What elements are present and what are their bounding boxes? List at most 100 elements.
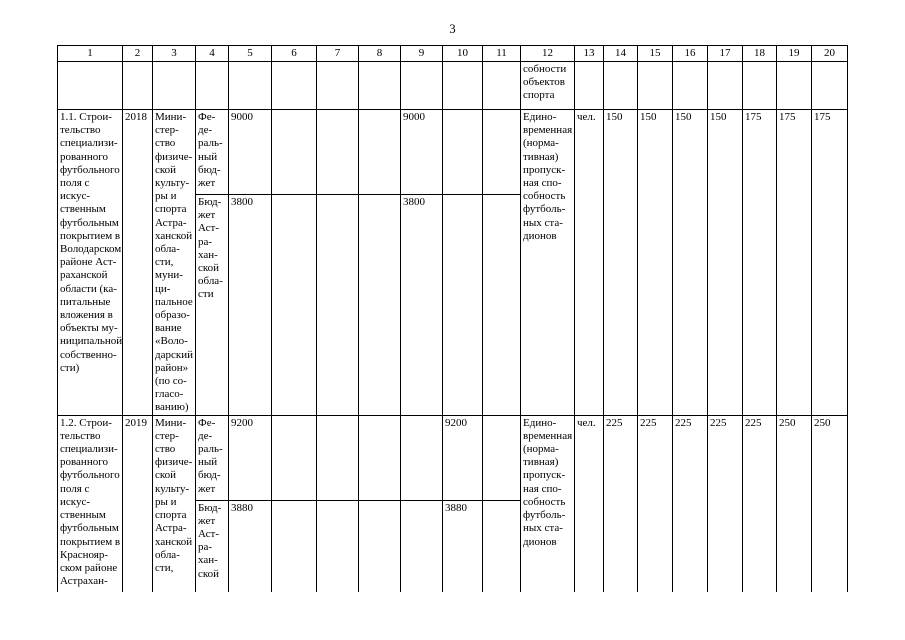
cell-col5-amount-top: 9200	[229, 416, 271, 501]
cell-col8	[358, 414, 401, 592]
program-table: 1 2 3 4 5 6 7 8 9 10 11 12 13 14 15 16 1…	[57, 45, 848, 592]
cell-col9-amount-bottom: 3800	[403, 196, 425, 208]
cell-col9	[400, 414, 443, 592]
cell-col11-top	[483, 110, 520, 195]
carryover-col17	[707, 61, 743, 110]
col-header-1: 1	[57, 45, 123, 62]
carryover-col3	[152, 61, 196, 110]
col-header-14: 14	[603, 45, 638, 62]
cell-col7-top	[317, 416, 358, 501]
cell-col5-amount-top: 9000	[229, 110, 271, 195]
cell-budget-source-regional: Бюд- жет Аст- ра- хан- ской обла- сти	[198, 196, 223, 301]
cell-col10-amount-top: 9200	[443, 416, 482, 501]
cell-year: 2018	[122, 109, 153, 416]
col-header-15: 15	[637, 45, 673, 62]
cell-col6	[271, 414, 317, 592]
cell-indicator: Едино- временная (норма- тивная) пропуск…	[520, 414, 575, 592]
cell-value-19: 250	[776, 414, 812, 592]
carryover-indicator: собности объектов спорта	[520, 61, 575, 110]
col-header-8: 8	[358, 45, 401, 62]
cell-col5-amount: 9200 3880	[228, 414, 272, 592]
col-header-10: 10	[442, 45, 483, 62]
cell-col5-amount-bottom: 3880	[231, 501, 253, 514]
col-header-6: 6	[271, 45, 317, 62]
cell-col10-amount-bottom: 3880	[445, 501, 467, 514]
cell-budget-source: Фе- де- раль- ный бюд- жет Бюд- жет Аст-…	[195, 414, 229, 592]
cell-col11-top	[483, 416, 520, 501]
cell-value-17: 225	[707, 414, 743, 592]
carryover-col16	[672, 61, 708, 110]
cell-year: 2019	[122, 414, 153, 592]
cell-value-14: 225	[603, 414, 638, 592]
col-header-19: 19	[776, 45, 812, 62]
cell-col10-top	[443, 110, 482, 195]
cell-col11-bottom	[484, 501, 520, 502]
col-header-16: 16	[672, 45, 708, 62]
carryover-col6	[271, 61, 317, 110]
cell-project-description: 1.1. Строи- тельство специализи- рованно…	[57, 109, 123, 416]
cell-project-description: 1.2. Строи- тельство специализи- рованно…	[57, 414, 123, 592]
cell-col8-bottom	[360, 195, 400, 196]
carryover-col13	[574, 61, 604, 110]
carryover-col20	[811, 61, 848, 110]
table-row-1-2: 1.2. Строи- тельство специализи- рованно…	[57, 414, 848, 592]
table-header-row: 1 2 3 4 5 6 7 8 9 10 11 12 13 14 15 16 1…	[57, 45, 848, 62]
carryover-col15	[637, 61, 673, 110]
cell-col6-top	[272, 416, 316, 501]
carryover-row: собности объектов спорта	[57, 61, 848, 110]
cell-col11-bottom	[484, 195, 520, 196]
cell-indicator: Едино- временная (норма- тивная) пропуск…	[520, 109, 575, 416]
cell-col9-amount: 9000 3800	[400, 109, 443, 416]
carryover-col10	[442, 61, 483, 110]
cell-col11	[482, 109, 521, 416]
cell-executor: Мини- стер- ство физиче- ской культу- ры…	[152, 414, 196, 592]
col-header-18: 18	[742, 45, 777, 62]
cell-col10-amount: 9200 3880	[442, 414, 483, 592]
carryover-col8	[358, 61, 401, 110]
carryover-col1	[57, 61, 123, 110]
cell-value-20: 175	[811, 109, 848, 416]
cell-value-15: 225	[637, 414, 673, 592]
carryover-col7	[316, 61, 359, 110]
cell-budget-source: Фе- де- раль- ный бюд- жет Бюд- жет Аст-…	[195, 109, 229, 416]
program-table-wrap: 1 2 3 4 5 6 7 8 9 10 11 12 13 14 15 16 1…	[57, 45, 850, 592]
cell-col7-bottom	[318, 195, 358, 196]
cell-col6-bottom	[273, 501, 316, 502]
col-header-12: 12	[520, 45, 575, 62]
col-header-17: 17	[707, 45, 743, 62]
cell-value-20: 250	[811, 414, 848, 592]
cell-value-17: 150	[707, 109, 743, 416]
cell-col6-top	[272, 110, 316, 195]
col-header-5: 5	[228, 45, 272, 62]
cell-budget-source-regional: Бюд- жет Аст- ра- хан- ской	[198, 501, 222, 580]
cell-budget-source-federal: Фе- де- раль- ный бюд- жет	[196, 110, 228, 195]
cell-unit: чел.	[574, 414, 604, 592]
cell-value-14: 150	[603, 109, 638, 416]
cell-value-16: 225	[672, 414, 708, 592]
cell-col8-top	[359, 416, 400, 501]
cell-col8	[358, 109, 401, 416]
table-row-1-1: 1.1. Строи- тельство специализи- рованно…	[57, 109, 848, 416]
cell-col7-bottom	[318, 501, 358, 502]
cell-executor: Мини- стер- ство физиче- ской культу- ры…	[152, 109, 196, 416]
cell-col5-amount: 9000 3800	[228, 109, 272, 416]
cell-value-16: 150	[672, 109, 708, 416]
cell-unit: чел.	[574, 109, 604, 416]
cell-col9-bottom	[402, 501, 442, 502]
cell-col10	[442, 109, 483, 416]
col-header-13: 13	[574, 45, 604, 62]
cell-col5-amount-bottom: 3800	[231, 196, 253, 208]
cell-col7	[316, 109, 359, 416]
carryover-col11	[482, 61, 521, 110]
cell-col6	[271, 109, 317, 416]
cell-col10-bottom	[444, 195, 482, 196]
carryover-col19	[776, 61, 812, 110]
carryover-col4	[195, 61, 229, 110]
cell-value-19: 175	[776, 109, 812, 416]
cell-col9-amount-top: 9000	[401, 110, 442, 195]
cell-col6-bottom	[273, 195, 316, 196]
carryover-col14	[603, 61, 638, 110]
cell-value-18: 175	[742, 109, 777, 416]
col-header-9: 9	[400, 45, 443, 62]
